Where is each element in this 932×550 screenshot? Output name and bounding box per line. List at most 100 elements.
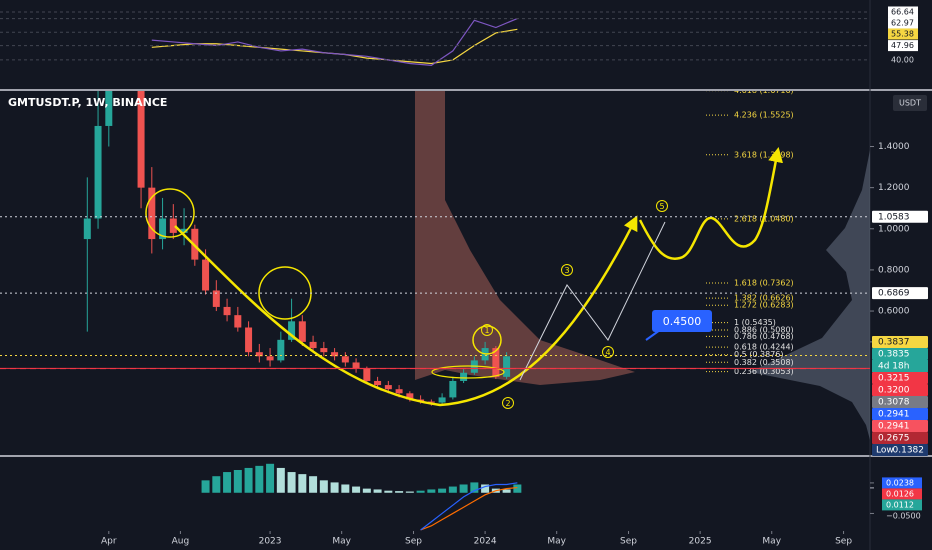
wave-label: 2	[505, 399, 510, 408]
macd-histogram-bar	[427, 489, 436, 493]
macd-tag-label: −0.0500	[886, 511, 921, 520]
x-tick-label: May	[547, 537, 566, 547]
candle-body	[234, 315, 242, 328]
x-tick-label: 2024	[474, 537, 497, 547]
macd-histogram-bar	[276, 467, 285, 493]
fib-label: 1 (0.5435)	[734, 318, 776, 327]
x-tick-label: Sep	[405, 537, 422, 547]
candle-body	[492, 348, 500, 377]
x-tick-label: May	[762, 537, 781, 547]
macd-histogram-bar	[212, 476, 221, 493]
macd-histogram-bar	[233, 470, 242, 493]
candle-body	[202, 259, 210, 291]
macd-histogram-bar	[352, 486, 361, 493]
highlight-circle	[145, 188, 195, 238]
price-tag-label: 0.3200	[878, 386, 910, 396]
macd-histogram-bar	[287, 472, 296, 493]
candle-body	[159, 218, 167, 240]
macd-histogram-bar	[319, 480, 328, 493]
price-tag	[872, 444, 928, 456]
rsi-tag-label: 55.38	[891, 29, 914, 38]
projection-curve	[638, 147, 784, 260]
currency-label: USDT	[899, 99, 921, 108]
candle-body	[363, 368, 371, 381]
callout-box	[652, 310, 712, 332]
macd-histogram-bar	[459, 484, 468, 493]
price-tag-label: 0.3215	[878, 374, 910, 384]
symbol-title: GMTUSDT.P, 1W, BINANCE	[8, 96, 167, 109]
macd-histogram-bar	[201, 480, 210, 493]
x-tick-label: 2025	[689, 537, 712, 547]
price-axis	[870, 0, 932, 550]
macd-histogram-bar	[244, 467, 253, 493]
fib-label: 4.618 (1.6716)	[734, 86, 794, 95]
main-pane: 4.618 (1.6716) 4.236 (1.5525) 3.618 (1.359…	[83, 86, 794, 406]
macd-tag-label: 0.0126	[886, 489, 914, 498]
wave-label: 4	[605, 348, 610, 357]
rsi-tag-label: 40.00	[891, 55, 914, 64]
macd-histogram-bar	[513, 484, 522, 493]
macd-histogram-bar	[266, 463, 275, 493]
candle-body	[223, 306, 231, 316]
candle-body	[277, 339, 285, 361]
price-tag-label: 0.3837	[878, 338, 910, 348]
candle-body	[374, 380, 382, 386]
wave-label: 1	[484, 326, 489, 335]
macd-tag-label: 0.0238	[886, 478, 914, 487]
x-tick-label: Sep	[835, 537, 852, 547]
price-tag-label: 1.0583	[878, 212, 910, 222]
countdown-box	[872, 360, 928, 372]
candle-body	[83, 218, 91, 240]
fib-label: 0.786 (0.4768)	[734, 332, 794, 341]
macd-signal	[420, 486, 518, 531]
fib-label: 0.886 (0.5080)	[734, 325, 794, 334]
macd-histogram-bar	[438, 488, 447, 493]
y-tick-label: 0.8000	[878, 265, 910, 275]
rsi-tag	[888, 6, 918, 18]
candle-body	[395, 389, 403, 394]
wave-label: 5	[659, 202, 664, 211]
candle-body	[460, 372, 468, 381]
candle-body	[105, 91, 113, 126]
candle-body	[255, 352, 263, 357]
price-tag	[872, 210, 928, 223]
volume-profile	[750, 150, 870, 440]
macd-histogram-bar	[416, 490, 425, 493]
rsi-tag-label: 47.96	[891, 41, 914, 50]
currency-box	[893, 95, 927, 111]
fib-label: 4.236 (1.5525)	[734, 111, 794, 120]
price-tag	[872, 420, 928, 432]
wave-circle	[561, 264, 573, 276]
fib-label: 0.236 (0.3053)	[734, 367, 794, 376]
macd-histogram-bar	[362, 488, 371, 493]
macd-histogram-bar	[448, 486, 457, 493]
rsi-tag	[888, 28, 918, 40]
price-tag-label: 0.6869	[878, 289, 910, 299]
fib-label: 0.382 (0.3508)	[734, 358, 794, 367]
macd-histogram-bar	[481, 484, 490, 493]
candle-body	[137, 91, 145, 188]
price-tag-label: 0.3078	[878, 398, 910, 408]
candle-body	[266, 356, 274, 361]
price-tag	[872, 348, 928, 360]
x-tick-label: May	[332, 537, 351, 547]
price-tag	[872, 432, 928, 444]
candle-body	[298, 321, 306, 342]
y-tick-label: 1.0000	[878, 224, 910, 234]
x-tick-label: Sep	[620, 537, 637, 547]
macd-histogram-bar	[395, 491, 404, 493]
macd-histogram-bar	[470, 482, 479, 493]
candle-body	[406, 393, 414, 400]
rsi-tag	[888, 40, 918, 52]
candle-body	[331, 352, 339, 357]
wave-path	[519, 221, 666, 381]
macd-histogram-bar	[309, 476, 318, 493]
macd-histogram-bar	[298, 474, 307, 493]
countdown: 4d 18h	[878, 362, 909, 372]
candle-body	[384, 385, 392, 390]
price-tag	[872, 372, 928, 384]
cup-curve	[174, 215, 638, 407]
fib-label: 0.5 (0.3876)	[734, 350, 784, 359]
candle-body	[169, 218, 177, 233]
